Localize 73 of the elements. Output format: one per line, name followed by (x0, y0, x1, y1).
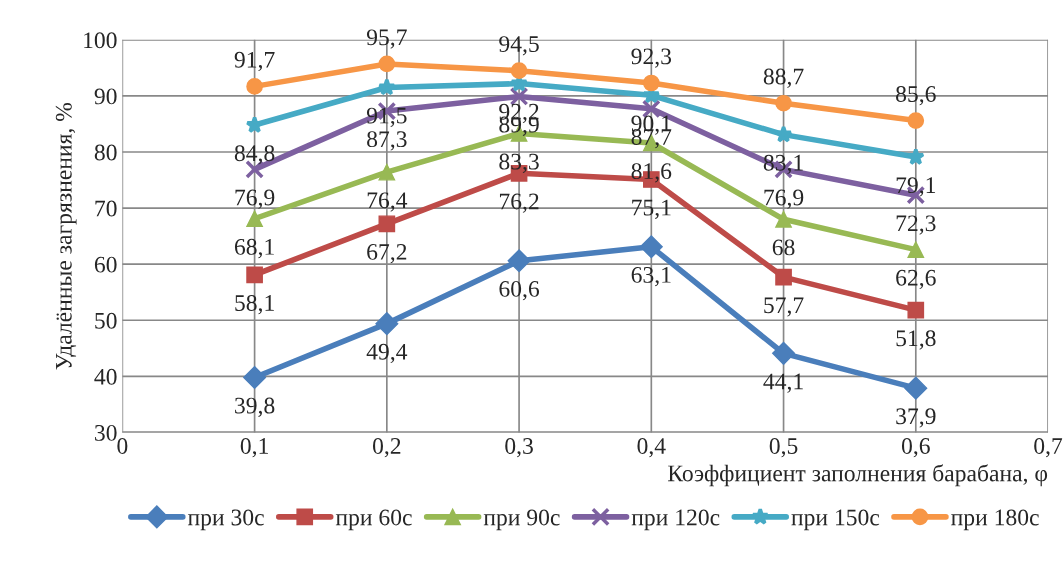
x-tick-label: 0,1 (240, 437, 268, 458)
x-tick-label: 0 (117, 437, 128, 454)
x-tick-label: 0,2 (372, 437, 401, 458)
point (377, 78, 396, 96)
point (642, 74, 660, 92)
data-label: 95,7 (366, 29, 407, 49)
data-label: 58,1 (235, 294, 274, 315)
point (243, 365, 267, 389)
data-label: 68 (772, 239, 795, 256)
data-label: 75,1 (632, 199, 671, 219)
y-axis-title: Удалённые загрязнения, % (55, 102, 77, 370)
point (775, 268, 792, 286)
legend-label: при 60с (335, 509, 412, 531)
data-label: 76,9 (764, 189, 804, 209)
y-tick-label: 40 (94, 368, 117, 385)
x-tick-label: 0,7 (1034, 437, 1063, 458)
point (378, 163, 396, 181)
data-label: 49,4 (366, 343, 408, 364)
data-label: 76,9 (235, 189, 275, 209)
data-label: 92,3 (631, 48, 672, 68)
x-tick-label: 0,4 (637, 437, 666, 458)
x-axis-title: Коэффициент заполнения барабана, φ (668, 464, 1048, 487)
data-label: 44,1 (763, 373, 803, 393)
point (772, 341, 796, 365)
point (246, 210, 263, 228)
y-tick-label: 100 (84, 32, 117, 49)
data-label: 68,1 (234, 238, 274, 259)
y-tick-label: 70 (95, 200, 117, 217)
y-tick-label: 30 (95, 424, 117, 441)
data-label: 85,6 (896, 85, 936, 106)
data-label: 67,2 (367, 243, 407, 264)
data-label: 91,7 (234, 51, 275, 72)
point (378, 55, 396, 73)
data-label: 60,6 (499, 280, 540, 301)
data-label: 87,3 (367, 131, 407, 151)
data-label: 62,6 (896, 269, 936, 290)
point (775, 94, 792, 112)
data-label: 83,3 (499, 153, 539, 173)
data-label: 63,1 (631, 266, 671, 287)
data-label: 72,3 (896, 215, 936, 235)
data-label: 76,2 (499, 193, 539, 213)
data-label: 51,8 (896, 330, 936, 350)
data-label: 88,7 (763, 68, 804, 88)
legend-label: при 180с (951, 509, 1039, 531)
point (904, 376, 928, 400)
data-label: 84,8 (234, 145, 275, 165)
legend-label: при 120с (631, 509, 720, 531)
point (775, 210, 792, 228)
point (907, 301, 925, 319)
point (907, 112, 925, 129)
point (510, 62, 528, 80)
data-label: 76,4 (367, 192, 408, 212)
x-tick-label: 0,6 (901, 437, 930, 458)
point (507, 249, 531, 273)
point (375, 312, 399, 336)
y-tick-label: 60 (94, 256, 117, 273)
y-tick-label: 90 (94, 88, 117, 105)
point (378, 215, 396, 233)
legend-label: при 90с (483, 509, 560, 531)
y-tick-label: 80 (94, 144, 117, 161)
point (246, 78, 263, 95)
data-label: 94,5 (499, 36, 539, 56)
y-tick-label: 50 (95, 312, 117, 329)
legend-label: при 30с (187, 509, 264, 531)
point (907, 241, 925, 258)
x-tick-label: 0,5 (769, 437, 798, 458)
data-label: 37,9 (896, 408, 936, 428)
point (246, 266, 263, 284)
point (639, 235, 663, 259)
data-label: 57,7 (764, 297, 804, 317)
x-tick-label: 0,3 (505, 437, 533, 458)
legend-label: при 150с (791, 509, 880, 531)
data-label: 39,8 (235, 397, 275, 417)
